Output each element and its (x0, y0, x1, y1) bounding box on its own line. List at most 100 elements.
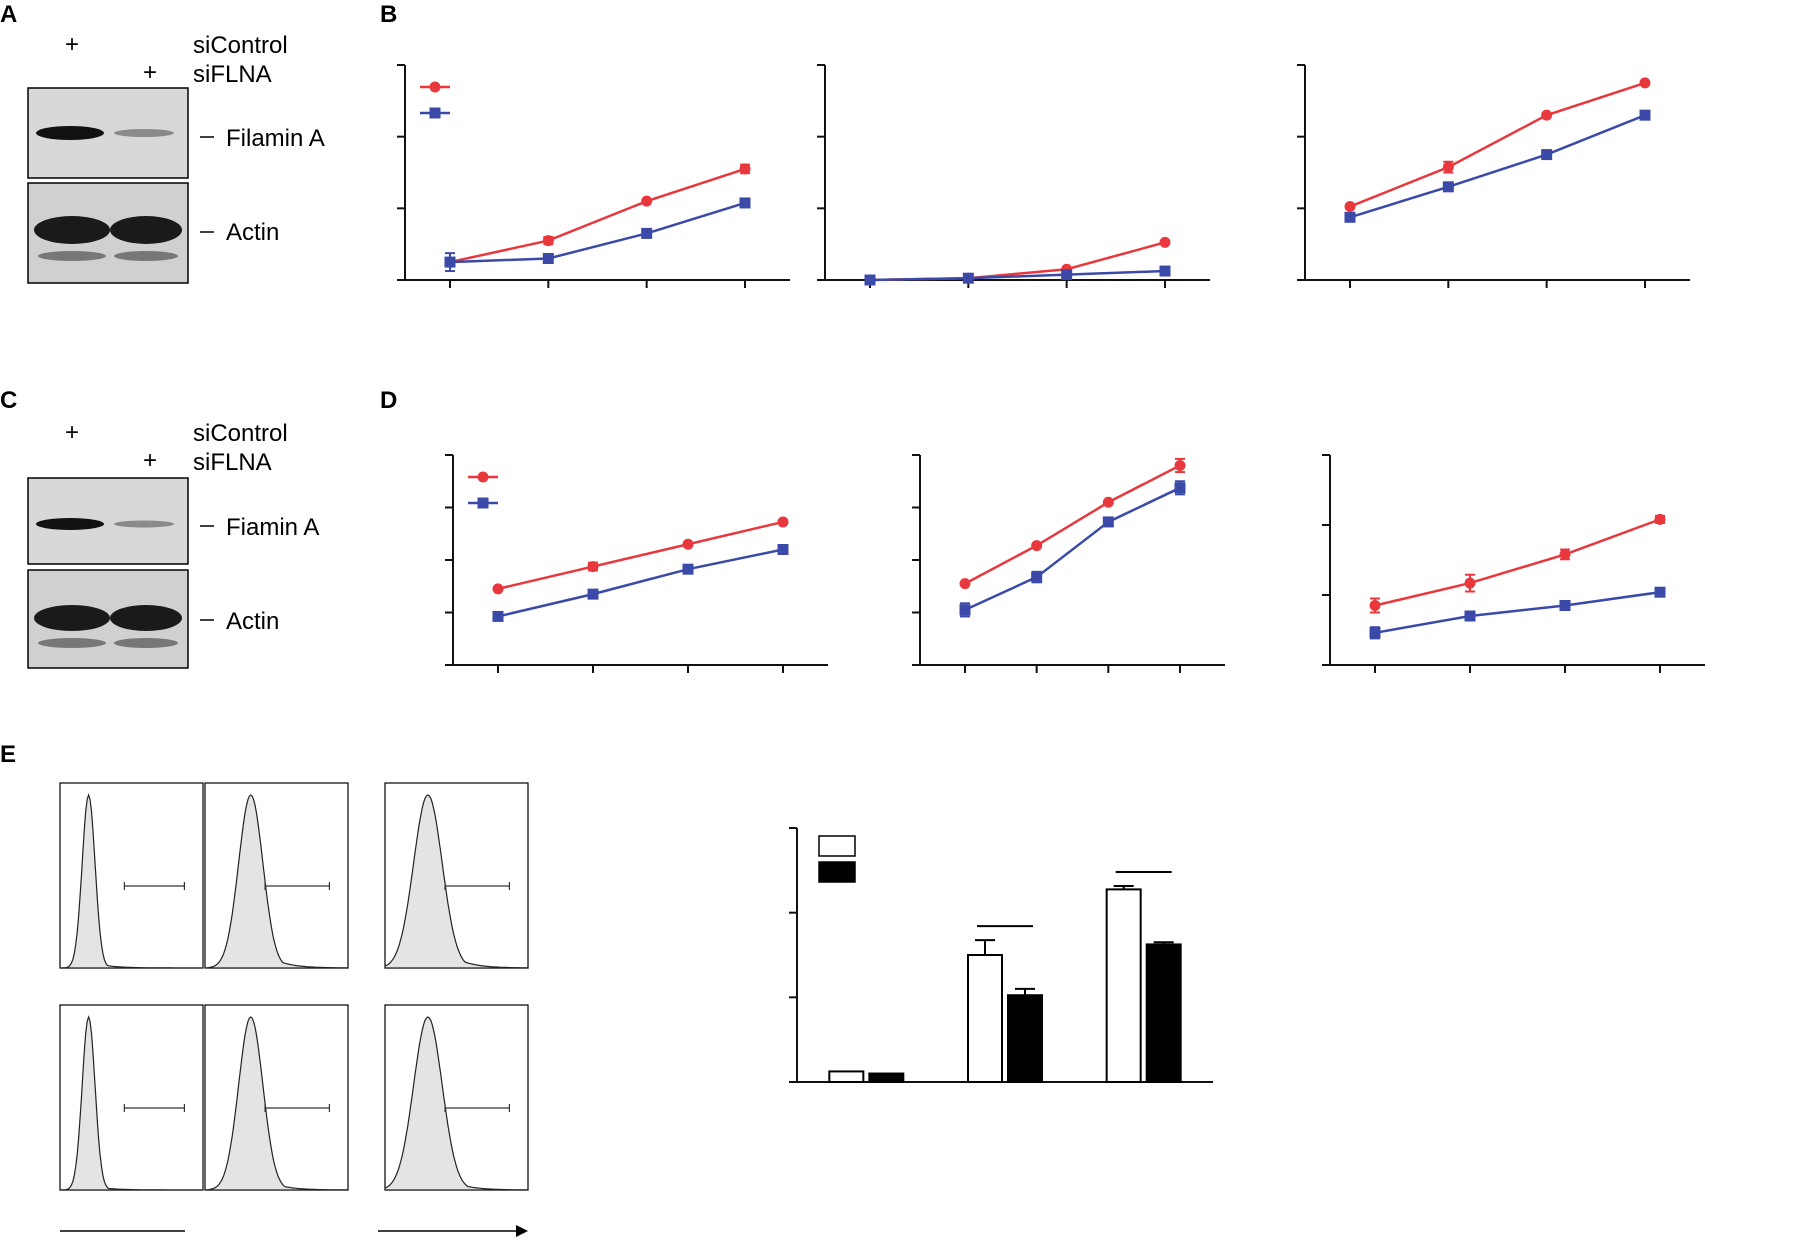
data-point-siflna (1541, 149, 1553, 161)
western-blot-a: + + siControl siFLNA Filamin A Actin (27, 31, 325, 284)
series-line-sicontrol (449, 167, 746, 264)
blot-c-band-actin-knockdown (110, 605, 182, 631)
data-point-sicontrol (1159, 236, 1171, 248)
data-point-siflna (1061, 269, 1073, 281)
chart-b2 (817, 64, 1210, 288)
chart-d2 (912, 454, 1225, 673)
data-point-siflna (492, 610, 504, 622)
histogram-curve (60, 793, 203, 969)
blot-a-plus-knockdown: + (143, 59, 157, 86)
flow-histogram (59, 782, 204, 969)
data-point-sicontrol (777, 516, 789, 528)
legend-marker-siflna (477, 497, 489, 509)
data-point-sicontrol (1559, 548, 1571, 560)
series-line-siflna (449, 201, 746, 264)
data-point-siflna (542, 253, 554, 264)
panel-letter-c: C (0, 387, 17, 414)
blot-a-plus-control: + (65, 31, 79, 58)
blot-a-band-actin-knockdown (110, 216, 182, 244)
data-point-siflna (962, 272, 974, 284)
chart-b3 (1297, 64, 1690, 288)
data-point-sicontrol (1031, 540, 1043, 552)
blot-a-band-filamin-knockdown (114, 129, 174, 137)
blot-a-label-siflna: siFLNA (193, 61, 272, 88)
blot-a-band-actin-control (34, 216, 110, 244)
bar-siflna (1007, 994, 1043, 1084)
data-point-siflna (1174, 482, 1186, 494)
blot-c-band-filamin-knockdown (114, 520, 174, 528)
charts-layer (397, 64, 1705, 1084)
histogram-curve (60, 1015, 203, 1191)
chart-d1 (445, 454, 828, 673)
data-point-sicontrol (1369, 600, 1381, 611)
western-blot-c: + + siControl siFLNA Fiamin A Actin (27, 419, 319, 669)
series-line-siflna (1374, 590, 1661, 635)
chart-b1 (397, 64, 790, 288)
panel-letter-a: A (0, 1, 17, 28)
data-point-siflna (587, 588, 599, 600)
blot-a-band-actin-lower-control (38, 251, 106, 261)
panel-letter-d: D (380, 387, 397, 414)
series-line-siflna (1349, 114, 1646, 219)
chart-e2 (789, 827, 1213, 1084)
flow-histogram (59, 1004, 204, 1191)
flow-cytometry-layer (59, 782, 529, 1237)
blot-a-band-actin-lower-knockdown (114, 251, 178, 261)
data-point-sicontrol (587, 561, 599, 573)
blot-a-label-filamin: Filamin A (226, 125, 325, 152)
flow-histogram (204, 1004, 349, 1191)
histogram-frame (204, 1004, 349, 1191)
histogram-curve (204, 1016, 349, 1191)
panel-letter-b: B (380, 1, 397, 28)
series-line-sicontrol (869, 241, 1166, 282)
data-point-siflna (1159, 265, 1171, 277)
blot-c-band-filamin-control (36, 518, 104, 530)
data-point-sicontrol (1102, 496, 1114, 508)
flow-axis-arrowhead (516, 1225, 528, 1237)
data-point-siflna (1639, 109, 1651, 121)
data-point-siflna (1654, 586, 1666, 598)
blot-a-label-sicontrol: siControl (193, 32, 288, 59)
data-point-sicontrol (1639, 77, 1651, 89)
data-point-sicontrol (1174, 460, 1186, 471)
blot-c-label-actin: Actin (226, 608, 279, 635)
data-point-siflna (641, 227, 653, 239)
histogram-frame (384, 1004, 529, 1191)
data-point-siflna (682, 563, 694, 575)
data-point-siflna (1464, 610, 1476, 622)
data-point-siflna (1559, 600, 1571, 611)
data-point-sicontrol (739, 163, 751, 175)
data-point-siflna (739, 197, 751, 209)
data-point-siflna (959, 604, 971, 616)
blot-c-band-actin-control (34, 605, 110, 631)
bar-siflna (868, 1072, 905, 1083)
histogram-curve (384, 1016, 529, 1191)
flow-histogram (384, 782, 529, 969)
blot-c-plus-knockdown: + (143, 447, 157, 474)
series-line-siflna (497, 548, 784, 618)
legend-swatch-siflna (818, 861, 856, 883)
flow-histogram (384, 1004, 529, 1191)
legend-marker-sicontrol (477, 471, 489, 483)
panel-letter-e: E (0, 741, 16, 768)
series-line-sicontrol (964, 464, 1181, 585)
data-point-siflna (1031, 571, 1043, 583)
chart-d3 (1322, 454, 1705, 673)
histogram-frame (204, 782, 349, 969)
data-point-siflna (444, 256, 456, 268)
legend-swatch-sicontrol (818, 835, 856, 857)
blot-c-label-filamin: Fiamin A (226, 514, 319, 541)
histogram-curve (384, 794, 529, 969)
series-line-sicontrol (1374, 518, 1661, 607)
data-point-siflna (1369, 627, 1381, 639)
legend-marker-siflna (429, 107, 441, 119)
data-point-sicontrol (682, 538, 694, 550)
data-point-siflna (1442, 181, 1454, 193)
series-line-siflna (964, 486, 1181, 612)
blot-a-band-filamin-control (36, 126, 104, 140)
data-point-sicontrol (1541, 109, 1553, 121)
blot-c-plus-control: + (65, 419, 79, 446)
data-point-sicontrol (1344, 201, 1356, 213)
blot-c-band-actin-lower-control (38, 638, 106, 648)
